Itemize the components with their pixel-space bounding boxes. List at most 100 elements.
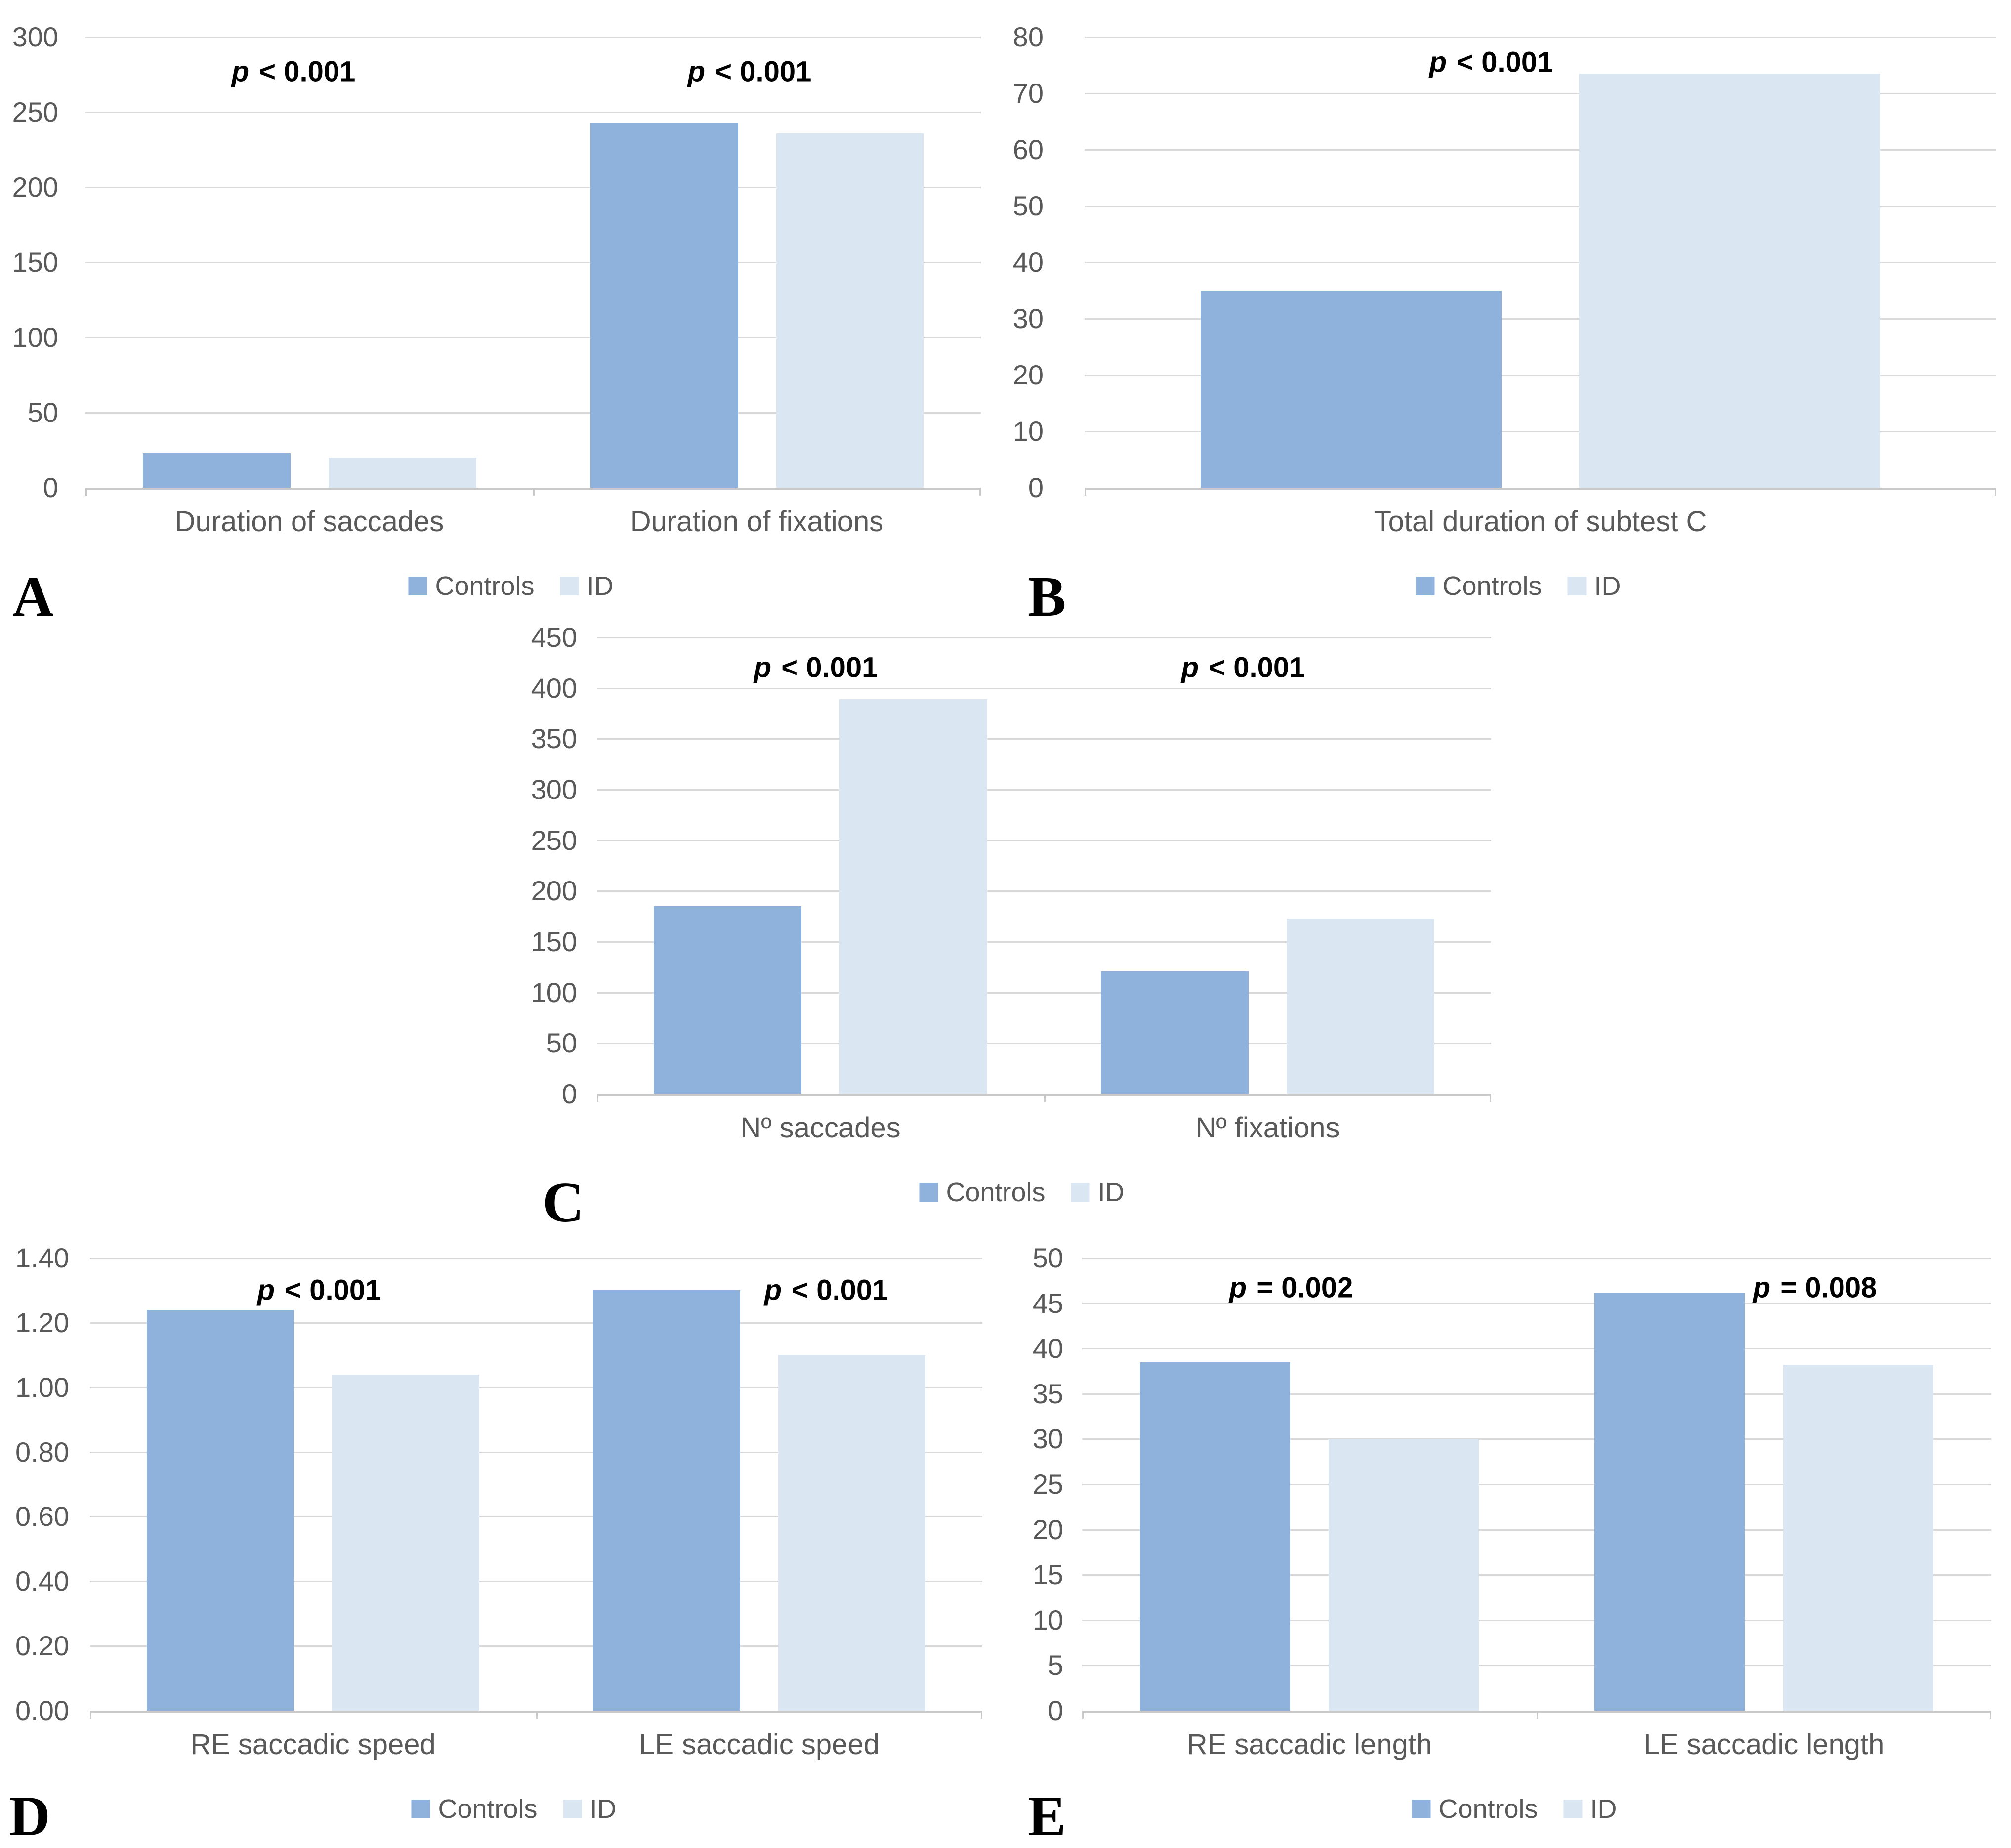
gridline-d [90, 1516, 982, 1517]
y-tick-label-b: 70 [1012, 78, 1044, 109]
legend-item-controls: Controls [411, 1794, 538, 1824]
legend-swatch-controls [1416, 577, 1435, 595]
gridline-d [90, 1645, 982, 1647]
y-tick-label-b: 20 [1012, 359, 1044, 390]
category-axis-tick-c [597, 1094, 598, 1102]
gridline-b [1085, 431, 1996, 432]
panel-letter-a: A [12, 565, 54, 629]
p-value-text: < 0.001 [277, 1274, 381, 1306]
y-tick-label-b: 50 [1012, 190, 1044, 221]
p-symbol: p [1181, 651, 1199, 684]
legend-item-controls: Controls [1412, 1794, 1538, 1824]
category-label-c0: Nº saccades [740, 1112, 901, 1144]
bar-id-b0 [1579, 74, 1880, 488]
y-tick-label-c: 350 [531, 723, 577, 754]
legend-b: Controls ID [1416, 571, 1621, 601]
gridline-e [1082, 1529, 1991, 1531]
bar-id-c1 [1287, 919, 1434, 1094]
category-axis-tick-e [1990, 1711, 1991, 1719]
legend-swatch-id [1563, 1800, 1583, 1818]
gridline-a [85, 337, 981, 338]
gridline-a [85, 412, 981, 414]
p-value-text: < 0.001 [773, 651, 878, 684]
y-tick-label-c: 450 [531, 622, 577, 653]
category-axis-tick-b [1085, 488, 1086, 496]
gridline-b [1085, 37, 1996, 38]
legend-item-controls: Controls [408, 571, 535, 601]
y-tick-label-e: 40 [1032, 1333, 1063, 1364]
gridline-b [1085, 318, 1996, 320]
bar-controls-a1 [590, 123, 738, 488]
gridline-b [1085, 206, 1996, 207]
y-tick-label-c: 200 [531, 875, 577, 906]
gridline-e [1082, 1484, 1991, 1485]
y-tick-label-e: 5 [1047, 1649, 1063, 1680]
legend-a: Controls ID [408, 571, 614, 601]
p-value-annotation-d0: p < 0.001 [257, 1274, 381, 1307]
legend-label-controls: Controls [946, 1177, 1046, 1207]
y-tick-label-e: 10 [1032, 1604, 1063, 1636]
y-tick-label-b: 10 [1012, 416, 1044, 447]
y-tick-label-c: 300 [531, 774, 577, 805]
p-value-annotation-e0: p = 0.002 [1229, 1271, 1353, 1304]
gridline-e [1082, 1348, 1991, 1349]
bar-id-c0 [839, 699, 987, 1094]
y-tick-label-a: 100 [12, 322, 58, 353]
legend-c: Controls ID [919, 1177, 1125, 1208]
y-tick-label-c: 50 [546, 1027, 577, 1058]
y-tick-label-d: 0.20 [15, 1630, 69, 1661]
y-tick-label-c: 0 [561, 1078, 577, 1109]
panel-letter-e: E [1028, 1785, 1066, 1848]
x-axis-line-d [90, 1711, 982, 1713]
y-tick-label-a: 50 [27, 397, 58, 428]
gridline-d [90, 1581, 982, 1582]
bar-id-d1 [778, 1355, 925, 1711]
p-value-text: < 0.001 [1449, 46, 1553, 79]
y-tick-label-e: 25 [1032, 1469, 1063, 1500]
y-tick-label-d: 0.60 [15, 1501, 69, 1532]
y-tick-label-d: 1.00 [15, 1372, 69, 1403]
panel-letter-c: C [543, 1171, 584, 1234]
y-tick-label-e: 45 [1032, 1288, 1063, 1319]
gridline-d [90, 1452, 982, 1453]
gridline-c [597, 789, 1491, 791]
legend-label-controls: Controls [1438, 1794, 1538, 1824]
gridline-d [90, 1258, 982, 1259]
p-value-text: < 0.001 [1201, 651, 1305, 684]
x-axis-line-a [85, 488, 981, 490]
category-label-c1: Nº fixations [1195, 1112, 1340, 1144]
gridline-e [1082, 1665, 1991, 1666]
gridline-c [597, 890, 1491, 892]
x-axis-line-c [597, 1094, 1491, 1096]
y-tick-label-e: 50 [1032, 1242, 1063, 1273]
category-axis-tick-e [1537, 1711, 1538, 1719]
category-axis-tick-d [536, 1711, 538, 1719]
legend-item-id: ID [1567, 571, 1621, 601]
category-axis-tick-a [979, 488, 981, 496]
gridline-a [85, 112, 981, 113]
legend-swatch-controls [408, 577, 427, 595]
legend-swatch-id [563, 1800, 582, 1818]
legend-item-controls: Controls [1416, 571, 1542, 601]
p-symbol: p [231, 55, 250, 88]
p-symbol: p [1753, 1271, 1771, 1304]
legend-swatch-id [560, 577, 579, 595]
category-label-d1: LE saccadic speed [639, 1728, 880, 1761]
x-axis-line-b [1085, 488, 1996, 490]
gridline-c [597, 992, 1491, 994]
y-tick-label-c: 100 [531, 977, 577, 1008]
p-value-annotation-a0: p < 0.001 [232, 55, 356, 88]
legend-label-id: ID [1097, 1177, 1125, 1207]
bar-id-d0 [332, 1375, 479, 1711]
legend-e: Controls ID [1412, 1794, 1617, 1824]
p-symbol: p [257, 1274, 275, 1306]
p-value-text: < 0.001 [707, 55, 812, 88]
gridline-d [90, 1322, 982, 1324]
gridline-e [1082, 1620, 1991, 1621]
legend-item-id: ID [563, 1794, 617, 1824]
legend-label-id: ID [587, 571, 614, 601]
p-value-text: < 0.001 [251, 55, 356, 88]
